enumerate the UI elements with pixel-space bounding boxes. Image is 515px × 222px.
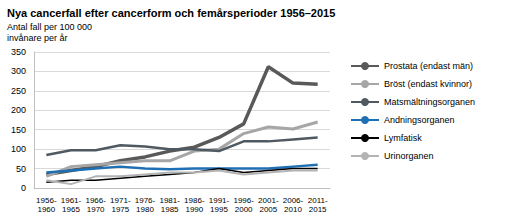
svg-text:1961-: 1961-	[61, 196, 82, 205]
svg-text:2011-: 2011-	[308, 196, 328, 205]
svg-text:1970: 1970	[87, 205, 105, 214]
svg-text:1986-: 1986-	[184, 196, 205, 205]
svg-text:50: 50	[16, 164, 26, 174]
svg-text:1966-: 1966-	[85, 196, 106, 205]
svg-text:1971-: 1971-	[110, 196, 131, 205]
svg-text:0: 0	[21, 183, 26, 193]
svg-text:1995: 1995	[210, 205, 228, 214]
svg-text:Andningsorganen: Andningsorganen	[384, 115, 455, 125]
svg-text:Matsmältningsorganen: Matsmältningsorganen	[384, 97, 475, 107]
svg-text:1981-: 1981-	[159, 196, 180, 205]
svg-text:1980: 1980	[136, 205, 154, 214]
svg-text:invånare per år: invånare per år	[7, 33, 68, 43]
svg-text:1996-: 1996-	[233, 196, 254, 205]
svg-text:Lymfatisk: Lymfatisk	[384, 133, 422, 143]
svg-text:2010: 2010	[284, 205, 302, 214]
svg-text:2000: 2000	[235, 205, 253, 214]
svg-text:1990: 1990	[185, 205, 203, 214]
svg-text:2015: 2015	[309, 205, 327, 214]
svg-text:1965: 1965	[62, 205, 80, 214]
svg-text:250: 250	[11, 86, 26, 96]
svg-text:2001-: 2001-	[258, 196, 279, 205]
svg-text:2006-: 2006-	[283, 196, 304, 205]
svg-text:Bröst (endast kvinnor): Bröst (endast kvinnor)	[384, 79, 472, 89]
svg-text:1991-: 1991-	[209, 196, 230, 205]
svg-text:100: 100	[11, 144, 26, 154]
svg-text:200: 200	[11, 105, 26, 115]
svg-text:1956-: 1956-	[36, 196, 57, 205]
svg-text:300: 300	[11, 66, 26, 76]
svg-text:1975: 1975	[111, 205, 129, 214]
svg-text:Antal fall per 100 000: Antal fall per 100 000	[7, 22, 92, 32]
svg-text:1960: 1960	[37, 205, 55, 214]
svg-text:2005: 2005	[259, 205, 277, 214]
svg-text:Nya cancerfall efter cancerfor: Nya cancerfall efter cancerform och femå…	[7, 7, 335, 19]
svg-text:1976-: 1976-	[135, 196, 156, 205]
svg-text:150: 150	[11, 125, 26, 135]
svg-text:Prostata (endast män): Prostata (endast män)	[384, 61, 473, 71]
svg-text:Urinorganen: Urinorganen	[384, 151, 434, 161]
svg-text:350: 350	[11, 47, 26, 57]
svg-text:1985: 1985	[161, 205, 179, 214]
